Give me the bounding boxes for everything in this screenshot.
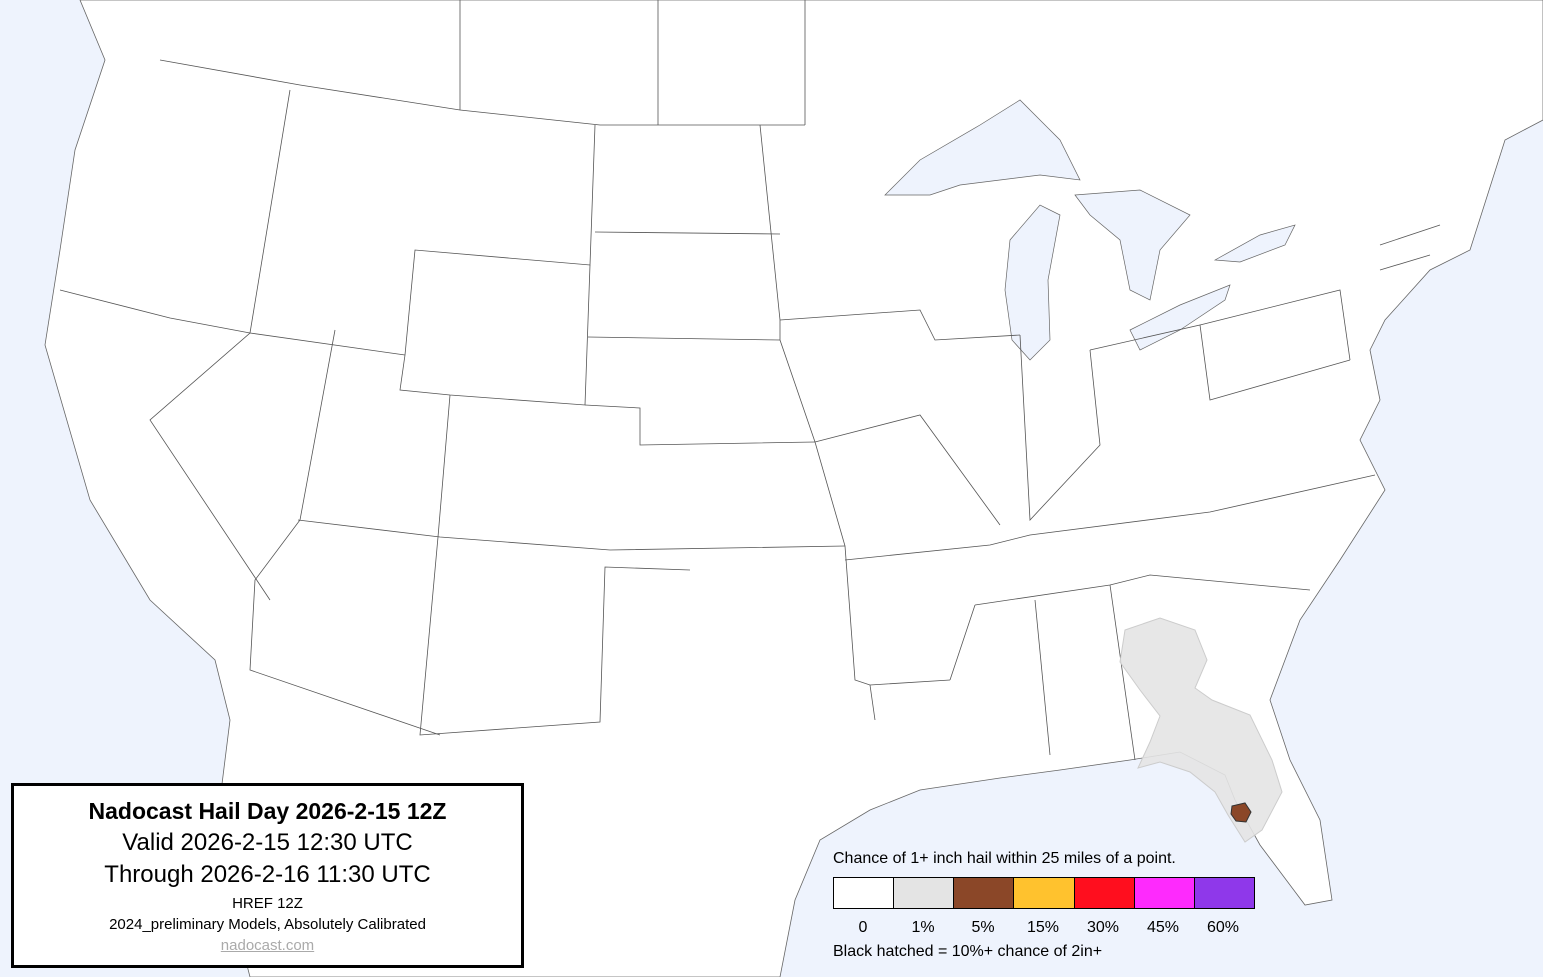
map-title: Nadocast Hail Day 2026-2-15 12Z [88, 798, 447, 824]
hail-probability-areas [1119, 617, 1283, 843]
legend-label: 45% [1146, 919, 1180, 936]
lake-ontario [1213, 224, 1296, 263]
legend-swatch [894, 878, 955, 908]
model-run: HREF 12Z [232, 895, 303, 912]
valid-time: Valid 2026-2-15 12:30 UTC [122, 829, 413, 856]
nadocast-link[interactable]: nadocast.com [220, 937, 315, 954]
legend-label: 1% [911, 919, 935, 936]
hail-area-5pct [1230, 802, 1252, 823]
legend-swatch [954, 878, 1015, 908]
legend-labels: 0 1% 5% 15% 30% 45% 60% [833, 919, 1253, 937]
legend-label: 30% [1086, 919, 1120, 936]
lake-erie [1129, 284, 1231, 351]
legend-swatch [1134, 878, 1195, 908]
legend-label: 15% [1026, 919, 1060, 936]
legend-swatch [1194, 878, 1254, 908]
legend-note: Black hatched = 10%+ chance of 2in+ [833, 943, 1103, 960]
through-time: Through 2026-2-16 11:30 UTC [104, 861, 431, 888]
lake-superior [884, 99, 1081, 196]
legend-title: Chance of 1+ inch hail within 25 miles o… [833, 850, 1176, 867]
lake-huron [1074, 189, 1191, 301]
state-borders [59, 0, 1441, 761]
lake-michigan [1004, 204, 1061, 361]
title-box: Nadocast Hail Day 2026-2-15 12Z Valid 20… [11, 783, 524, 968]
legend-label: 5% [971, 919, 995, 936]
legend-label: 60% [1206, 919, 1240, 936]
hail-area-1pct [1119, 617, 1283, 843]
great-lakes [884, 99, 1296, 361]
legend-swatch [1014, 878, 1075, 908]
legend: Chance of 1+ inch hail within 25 miles o… [833, 850, 1273, 961]
legend-label: 0 [858, 919, 868, 936]
legend-swatch [834, 878, 895, 908]
calibration-note: 2024_preliminary Models, Absolutely Cali… [109, 916, 426, 933]
legend-swatch [1074, 878, 1135, 908]
legend-swatches [833, 877, 1255, 909]
